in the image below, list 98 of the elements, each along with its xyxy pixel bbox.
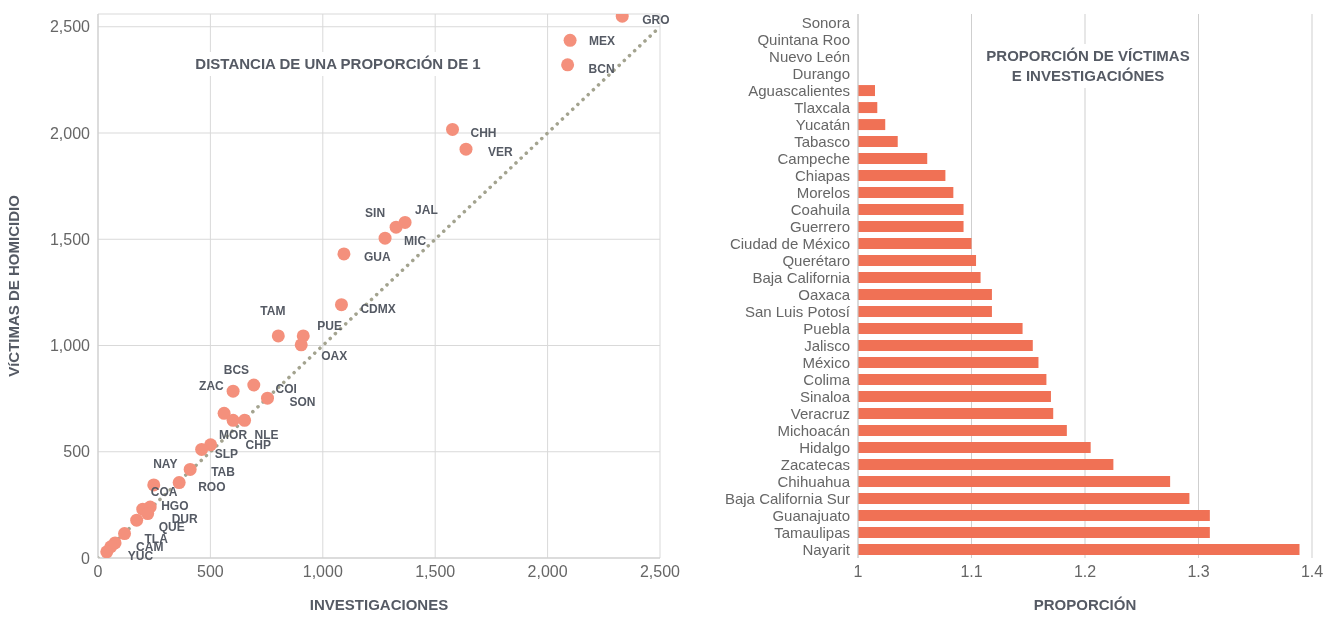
point xyxy=(247,378,261,392)
annotation: VER xyxy=(488,145,514,160)
x-axis-title: PROPORCIÓN xyxy=(1033,596,1137,613)
point xyxy=(378,231,392,245)
y-tick-label: Hidalgo xyxy=(799,438,850,456)
text: DISTANCIA DE UNA PROPORCIÓN DE 1 xyxy=(191,52,485,76)
y-tick-label: Jalisco xyxy=(804,336,850,354)
annotation: JAL xyxy=(415,203,438,218)
y-tick-label: Aguascalientes xyxy=(748,81,850,99)
point xyxy=(446,122,460,136)
annotation: MEX xyxy=(589,34,616,49)
annotation: PUE xyxy=(317,318,342,333)
annotation: COI xyxy=(275,382,297,397)
point xyxy=(389,220,403,234)
annotation: CHH xyxy=(470,126,497,141)
y-tick-label: Durango xyxy=(792,64,850,82)
point xyxy=(118,527,132,541)
y-tick-label: Tlaxcala xyxy=(794,98,851,116)
y-tick-label: 2,000 xyxy=(49,124,91,142)
point xyxy=(459,142,473,156)
y-tick-label: Querétaro xyxy=(782,251,850,269)
y-tick-label: 0 xyxy=(81,549,91,567)
y-tick-label: Tabasco xyxy=(794,132,850,150)
x-tick-label: 500 xyxy=(197,563,224,581)
annotation: TAB xyxy=(211,465,236,480)
point xyxy=(226,384,240,398)
y-tick-label: 1,000 xyxy=(49,337,91,355)
point xyxy=(226,413,240,427)
y-tick-label: Tamaulipas xyxy=(774,523,850,541)
annotation: ROO xyxy=(198,479,226,494)
y-tick-label: Coahuila xyxy=(790,200,851,218)
x-tick-label: 1,000 xyxy=(302,563,343,581)
y-tick-label: Chiapas xyxy=(794,166,850,184)
x-axis-title: INVESTIGACIONES xyxy=(309,596,449,613)
annotation: HGO xyxy=(161,499,189,513)
text: PROPORCIÓN DE VÍCTIMAS E INVESTIGACIÓNES xyxy=(982,44,1194,88)
x-tick-label: 2,000 xyxy=(527,563,568,581)
y-tick-label: Baja California xyxy=(752,268,851,286)
y-tick-label: Michoacán xyxy=(777,421,850,439)
point xyxy=(130,513,144,527)
x-tick-label: 2,500 xyxy=(639,563,681,581)
point xyxy=(294,338,308,352)
point xyxy=(100,545,114,558)
y-tick-label: Sonora xyxy=(801,13,851,31)
y-tick-label: Nayarit xyxy=(802,540,851,558)
annotation: SLP xyxy=(214,447,238,462)
y-tick-label: Puebla xyxy=(803,319,851,337)
annotation: NAY xyxy=(153,457,178,472)
x-tick-label: 1.3 xyxy=(1187,563,1210,581)
y-tick-label: Guanajuato xyxy=(772,506,850,524)
point xyxy=(217,406,231,420)
point xyxy=(195,442,209,456)
y-tick-label: Zacatecas xyxy=(780,455,850,473)
point xyxy=(271,329,285,343)
point xyxy=(183,462,197,476)
annotation: SIN xyxy=(365,206,386,221)
point xyxy=(337,247,351,261)
y-tick-label: San Luis Potosí xyxy=(744,302,851,320)
y-tick-label: Oaxaca xyxy=(798,285,851,303)
x-tick-label: 0 xyxy=(93,563,103,581)
y-tick-label: Chihuahua xyxy=(777,472,851,490)
y-tick-label: Nuevo León xyxy=(769,47,850,65)
x-tick-label: 1,500 xyxy=(415,563,456,581)
annotation: COA xyxy=(150,485,178,500)
annotation: TAM xyxy=(260,303,286,318)
x-tick-label: 1.4 xyxy=(1300,563,1324,581)
annotation: BCN xyxy=(588,61,615,76)
y-tick-label: Veracruz xyxy=(790,404,850,422)
y-tick-label: 500 xyxy=(63,443,91,461)
annotation: MIC xyxy=(404,234,427,249)
annotation: ZAC xyxy=(199,379,225,394)
annotation: OAX xyxy=(321,348,348,363)
y-tick-label: Yucatán xyxy=(795,115,850,133)
point xyxy=(334,298,348,312)
x-tick-label: 1 xyxy=(853,563,863,581)
point xyxy=(238,413,252,427)
point xyxy=(563,33,577,47)
y-tick-label: Campeche xyxy=(777,149,850,167)
y-tick-label: Baja California Sur xyxy=(724,489,850,507)
annotation: GRO xyxy=(642,13,670,28)
y-axis-title: VíCTIMAS DE HOMICIDIO xyxy=(5,194,23,377)
y-tick-label: Sinaloa xyxy=(799,387,851,405)
y-tick-label: 1,500 xyxy=(49,230,91,248)
annotation: BCS xyxy=(223,363,250,378)
y-tick-label: Guerrero xyxy=(789,217,850,235)
y-tick-label: 2,500 xyxy=(49,18,91,36)
point xyxy=(261,391,274,405)
x-tick-label: 1.1 xyxy=(960,563,983,581)
point xyxy=(561,58,575,72)
x-tick-label: 1.2 xyxy=(1073,563,1097,581)
y-tick-label: Colima xyxy=(803,370,851,388)
annotation: SON xyxy=(289,395,316,410)
y-tick-label: Quintana Roo xyxy=(757,30,850,48)
y-tick-label: Ciudad de México xyxy=(729,234,850,252)
annotation: CDMX xyxy=(360,301,396,316)
y-tick-label: Morelos xyxy=(796,183,850,201)
y-tick-label: México xyxy=(802,353,850,371)
annotation: GUA xyxy=(363,249,391,264)
